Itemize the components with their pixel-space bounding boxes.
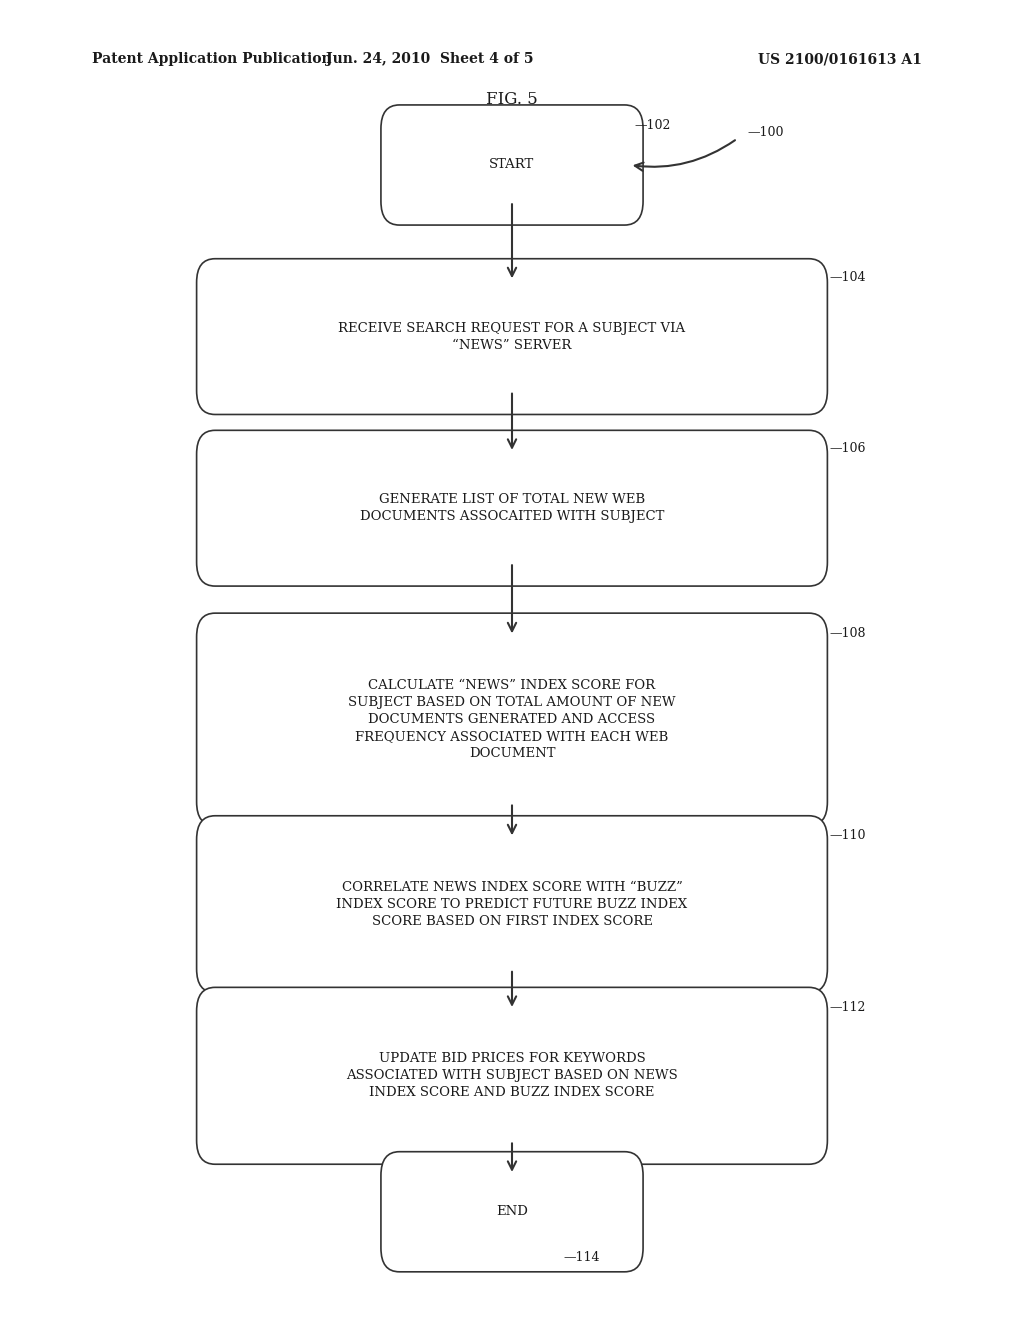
Text: —104: —104 (829, 271, 866, 284)
FancyBboxPatch shape (381, 1151, 643, 1272)
Text: CORRELATE NEWS INDEX SCORE WITH “BUZZ”
INDEX SCORE TO PREDICT FUTURE BUZZ INDEX
: CORRELATE NEWS INDEX SCORE WITH “BUZZ” I… (337, 880, 687, 928)
Text: —114: —114 (563, 1251, 600, 1265)
Text: CALCULATE “NEWS” INDEX SCORE FOR
SUBJECT BASED ON TOTAL AMOUNT OF NEW
DOCUMENTS : CALCULATE “NEWS” INDEX SCORE FOR SUBJECT… (348, 678, 676, 760)
Text: —102: —102 (635, 119, 672, 132)
Text: —110: —110 (829, 829, 866, 842)
FancyBboxPatch shape (197, 430, 827, 586)
Text: UPDATE BID PRICES FOR KEYWORDS
ASSOCIATED WITH SUBJECT BASED ON NEWS
INDEX SCORE: UPDATE BID PRICES FOR KEYWORDS ASSOCIATE… (346, 1052, 678, 1100)
FancyBboxPatch shape (197, 259, 827, 414)
Text: Patent Application Publication: Patent Application Publication (92, 53, 332, 66)
FancyBboxPatch shape (197, 816, 827, 993)
Text: END: END (496, 1205, 528, 1218)
Text: —100: —100 (748, 125, 784, 139)
Text: GENERATE LIST OF TOTAL NEW WEB
DOCUMENTS ASSOCAITED WITH SUBJECT: GENERATE LIST OF TOTAL NEW WEB DOCUMENTS… (359, 494, 665, 523)
Text: —108: —108 (829, 627, 866, 640)
Text: —106: —106 (829, 442, 866, 455)
Text: RECEIVE SEARCH REQUEST FOR A SUBJECT VIA
“NEWS” SERVER: RECEIVE SEARCH REQUEST FOR A SUBJECT VIA… (339, 322, 685, 351)
FancyBboxPatch shape (197, 612, 827, 826)
Text: Jun. 24, 2010  Sheet 4 of 5: Jun. 24, 2010 Sheet 4 of 5 (327, 53, 534, 66)
FancyBboxPatch shape (197, 987, 827, 1164)
Text: —112: —112 (829, 1001, 866, 1014)
Text: START: START (489, 158, 535, 172)
Text: US 2100/0161613 A1: US 2100/0161613 A1 (758, 53, 922, 66)
FancyBboxPatch shape (381, 106, 643, 224)
Text: FIG. 5: FIG. 5 (486, 91, 538, 107)
